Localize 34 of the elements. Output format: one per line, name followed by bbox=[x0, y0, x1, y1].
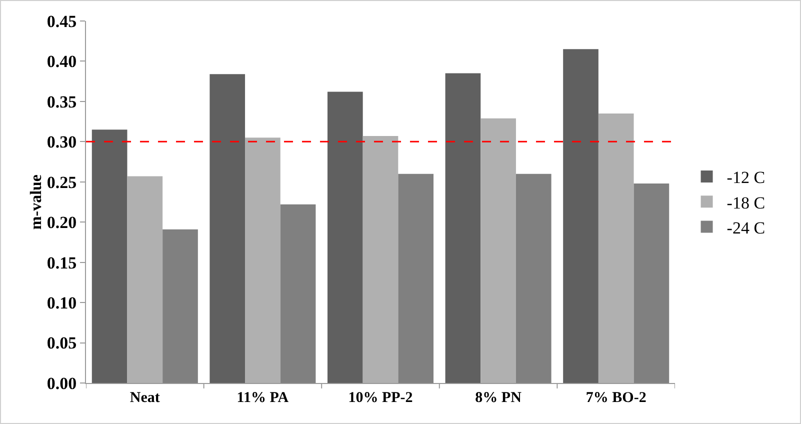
legend-label: -18 C bbox=[726, 193, 766, 212]
bar bbox=[280, 204, 316, 383]
legend-label: -24 C bbox=[726, 218, 766, 238]
bar bbox=[362, 136, 398, 383]
bar bbox=[127, 176, 163, 383]
bar bbox=[92, 130, 128, 383]
x-tick-label: 8% PN bbox=[475, 390, 522, 406]
y-tick-label: 0.40 bbox=[46, 52, 77, 72]
y-tick-label: 0.45 bbox=[46, 12, 77, 31]
y-tick-label: 0.20 bbox=[46, 213, 77, 232]
x-tick-label: Neat bbox=[130, 390, 160, 406]
x-tick-label: 10% PP-2 bbox=[348, 390, 413, 406]
x-tick-label: 7% BO-2 bbox=[586, 390, 646, 406]
bar bbox=[516, 174, 552, 383]
bar bbox=[327, 92, 363, 383]
y-tick-label: 0.15 bbox=[46, 253, 77, 272]
bar bbox=[245, 138, 280, 383]
y-tick-label: 0.35 bbox=[46, 92, 77, 112]
y-tick-label: 0.00 bbox=[46, 374, 77, 393]
bar bbox=[398, 174, 434, 383]
y-axis-title: m-value bbox=[28, 174, 45, 230]
bar bbox=[480, 118, 516, 383]
y-tick-label: 0.10 bbox=[46, 294, 77, 313]
y-tick-label: 0.05 bbox=[46, 334, 77, 353]
y-tick-label: 0.30 bbox=[46, 132, 77, 152]
bar bbox=[563, 49, 598, 383]
legend-label: -12 C bbox=[726, 168, 766, 188]
y-tick-label: 0.25 bbox=[46, 172, 77, 192]
bar bbox=[445, 73, 481, 383]
bar bbox=[162, 229, 198, 383]
x-tick-label: 11% PA bbox=[236, 390, 289, 406]
bar bbox=[634, 184, 670, 383]
bar bbox=[598, 114, 634, 383]
bar bbox=[210, 74, 246, 383]
